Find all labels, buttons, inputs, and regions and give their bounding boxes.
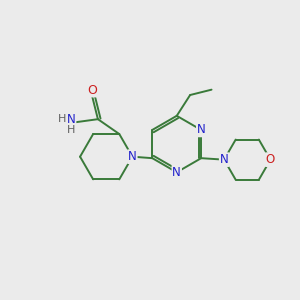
Text: N: N: [172, 166, 181, 179]
Text: N: N: [197, 123, 206, 136]
Text: O: O: [266, 153, 275, 166]
Text: H: H: [58, 114, 66, 124]
Text: N: N: [67, 113, 76, 126]
Text: N: N: [128, 150, 137, 163]
Text: O: O: [87, 83, 97, 97]
Text: N: N: [220, 153, 229, 166]
Text: H: H: [67, 124, 75, 135]
